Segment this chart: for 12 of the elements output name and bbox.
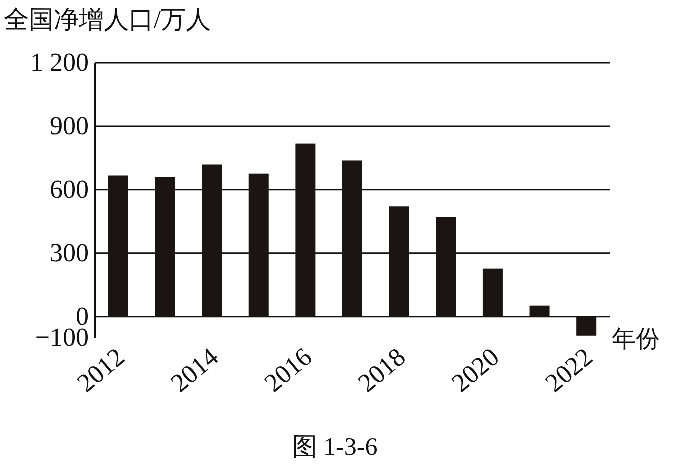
caption: 图 1-3-6: [292, 434, 378, 461]
x-tick-label: 2014: [165, 342, 224, 398]
x-tick-label: 2016: [259, 342, 318, 398]
x-tick-label: 2020: [446, 342, 505, 398]
y-tick-label: 600: [50, 174, 89, 204]
y-tick-label: 900: [50, 111, 89, 140]
y-tick-label: 300: [50, 238, 89, 268]
y-axis-title: 全国净增人口/万人: [4, 7, 211, 34]
y-tick-label: 1 200: [30, 48, 89, 77]
x-axis-title: 年份: [612, 326, 660, 353]
x-tick-label: 2022: [540, 342, 598, 398]
x-tick-label: 2018: [352, 342, 412, 398]
